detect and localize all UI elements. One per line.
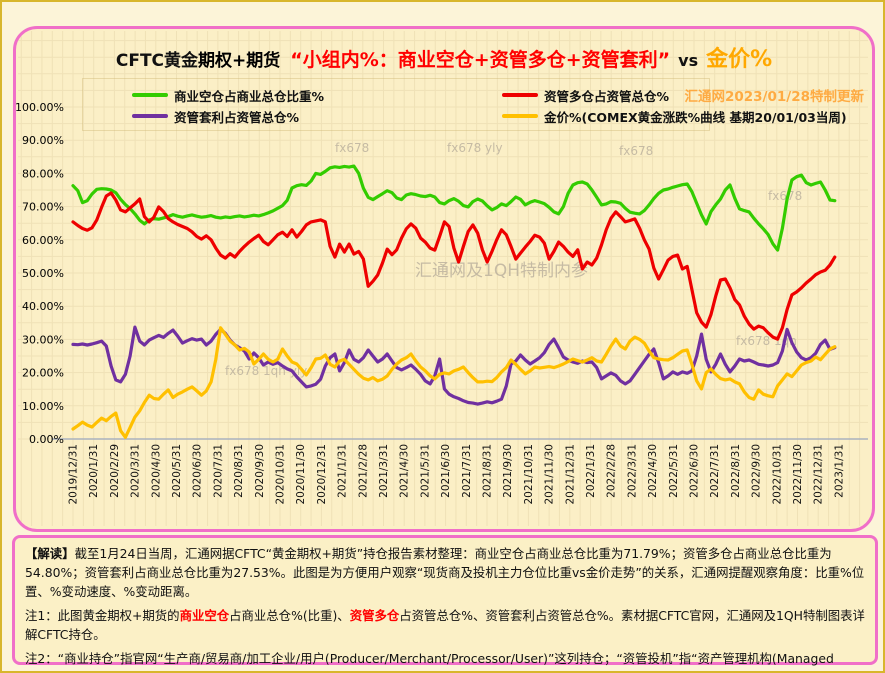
y-tick-label: 20.00%	[22, 367, 64, 380]
x-tick-label: 2022/8/31	[730, 444, 742, 498]
note-text-segment: 注1：此图黄金期权+期货的	[25, 608, 180, 623]
note-2: 注2：“商业持仓”指官网“生产商/贸易商/加工企业/用户(Producer/Me…	[25, 649, 865, 671]
note-text-segment: 截至1月24日当周，汇通网据CFTC“黄金期权+期货”持仓报告素材整理：商业空仓…	[25, 546, 865, 599]
x-tick-label: 2022/12/31	[813, 444, 825, 505]
x-tick-label: 2020/10/31	[275, 444, 287, 505]
legend-label: 金价%(COMEX黄金涨跌%曲线 基期20/01/03当周)	[544, 109, 847, 125]
legend-item-mm-long: 资管多仓占资管总仓%	[502, 87, 670, 104]
legend-swatch-purple	[132, 114, 168, 118]
y-tick-label: 90.00%	[22, 134, 64, 147]
x-tick-label: 2023/1/31	[833, 444, 845, 498]
gold-price-line	[71, 326, 837, 439]
x-tick-label: 2020/5/31	[171, 444, 183, 498]
x-tick-label: 2021/2/28	[357, 444, 369, 498]
note-1: 注1：此图黄金期权+期货的商业空仓占商业总仓%(比重)、资管多仓占资管总仓%、资…	[25, 606, 865, 644]
note-text-segment: 资管多仓	[349, 608, 400, 623]
x-tick-label: 2020/4/30	[150, 444, 162, 498]
title-quoted-red: “小组内%：商业空仓+资管多仓+资管套利”	[290, 49, 671, 71]
x-tick-label: 2020/12/31	[316, 444, 328, 505]
x-axis-labels: 2019/12/31 2020/1/31 2020/2/29 2020/3/31 202…	[68, 444, 846, 505]
x-tick-label: 2022/3/31	[626, 444, 638, 498]
x-tick-label: 2021/9/30	[502, 444, 514, 498]
x-tick-label: 2022/9/30	[751, 444, 763, 498]
plot-watermarks: fx678 fx678 yly fx678 fx678 汇通网及1QH特制内参 fx678…	[225, 141, 802, 378]
x-tick-label: 2020/2/29	[109, 444, 121, 498]
legend-label: 资管多仓占资管总仓%	[544, 88, 670, 104]
x-tick-label: 2020/7/31	[212, 444, 224, 498]
x-tick-label: 2022/6/30	[689, 444, 701, 498]
x-tick-label: 2019/12/31	[68, 444, 80, 505]
x-tick-label: 2021/1/31	[337, 444, 349, 498]
y-tick-label: 10.00%	[22, 400, 64, 413]
watermark-text: fx678 1qh	[736, 334, 797, 348]
x-tick-label: 2022/10/31	[771, 444, 783, 505]
y-tick-label: 50.00%	[22, 267, 64, 280]
x-tick-label: 2020/9/30	[254, 444, 266, 498]
note-text-segment: 占资管总仓%、资管套利占资管总仓%。素材据CFTC官网，汇通网及1QH特制图表详…	[25, 608, 865, 642]
x-tick-label: 2020/3/31	[130, 444, 142, 498]
note-text-segment: 商业空仓	[179, 608, 230, 623]
y-tick-label: 0.00%	[29, 433, 64, 446]
x-tick-label: 2021/3/31	[378, 444, 390, 498]
note-text-segment: 【解读】	[25, 546, 75, 561]
notes-panel: 【解读】截至1月24日当周，汇通网据CFTC“黄金期权+期货”持仓报告素材整理：…	[12, 535, 878, 671]
commercial-short-line	[71, 164, 837, 252]
legend-swatch-red	[502, 93, 538, 97]
watermark-text: 汇通网及1QH特制内参	[415, 261, 588, 281]
x-tick-label: 2021/7/31	[461, 444, 473, 498]
legend-swatch-green	[132, 93, 168, 97]
title-prefix-bold: 期权+期货	[198, 51, 281, 71]
y-axis-labels: 100.00% 90.00% 80.00% 70.00% 60.00% 50.00% 40.…	[16, 101, 64, 446]
y-tick-label: 100.00%	[16, 101, 64, 114]
legend-item-mm-spread: 资管套利占资管总仓%	[132, 108, 300, 125]
mm-spread-line	[71, 325, 837, 406]
plot-svg: 100.00% 90.00% 80.00% 70.00% 60.00% 50.00% 40.…	[16, 31, 868, 526]
watermark-text: fx678	[768, 189, 802, 203]
title-gold-price: 金价%	[706, 47, 773, 72]
x-tick-label: 2022/2/28	[606, 444, 618, 498]
note-jiedu: 【解读】截至1月24日当周，汇通网据CFTC“黄金期权+期货”持仓报告素材整理：…	[25, 544, 865, 601]
chart-title: CFTC黄金 期权+期货 “小组内%：商业空仓+资管多仓+资管套利” vs 金价…	[16, 41, 872, 73]
x-tick-label: 2021/10/31	[523, 444, 535, 505]
x-tick-label: 2021/4/30	[399, 444, 411, 498]
x-tick-label: 2021/12/31	[564, 444, 576, 505]
x-tick-label: 2022/4/30	[647, 444, 659, 498]
y-tick-label: 70.00%	[22, 201, 64, 214]
legend-item-commercial-short: 商业空仓占商业总仓比重%	[132, 87, 325, 104]
chart-frame: 100.00% 90.00% 80.00% 70.00% 60.00% 50.00% 40.…	[13, 26, 875, 532]
note-text-segment: 占商业总仓%(比重)、	[229, 608, 350, 623]
legend-label: 资管套利占资管总仓%	[174, 109, 300, 125]
update-watermark: 汇通网2023/01/28特制更新	[684, 89, 864, 105]
watermark-text: fx678	[335, 141, 369, 155]
y-tick-label: 80.00%	[22, 167, 64, 180]
y-tick-label: 40.00%	[22, 300, 64, 313]
x-tick-label: 2021/8/31	[482, 444, 494, 498]
y-tick-label: 30.00%	[22, 333, 64, 346]
title-vs: vs	[678, 51, 699, 70]
x-tick-label: 2022/5/31	[668, 444, 680, 498]
gridlines	[18, 31, 868, 526]
x-tick-label: 2020/1/31	[88, 444, 100, 498]
note-text-segment: 注2：“商业持仓”指官网“生产商/贸易商/加工企业/用户(Producer/Me…	[25, 651, 834, 671]
x-tick-label: 2020/8/31	[233, 444, 245, 498]
watermark-text: fx678	[619, 144, 653, 158]
x-tick-label: 2022/7/31	[709, 444, 721, 498]
x-tick-label: 2022/1/31	[585, 444, 597, 498]
legend-box-outline	[82, 78, 710, 131]
x-tick-label: 2020/11/30	[295, 444, 307, 505]
x-tick-label: 2021/11/30	[544, 444, 556, 505]
legend-item-gold-price: 金价%(COMEX黄金涨跌%曲线 基期20/01/03当周)	[502, 108, 847, 125]
watermark-text: fx678 yly	[447, 141, 503, 155]
x-tick-label: 2021/5/31	[419, 444, 431, 498]
legend-label: 商业空仓占商业总仓比重%	[174, 88, 325, 104]
mm-long-line	[71, 191, 837, 341]
title-prefix: CFTC黄金	[115, 51, 199, 71]
x-tick-label: 2021/6/30	[440, 444, 452, 498]
x-tick-label: 2022/11/30	[792, 444, 804, 505]
y-tick-label: 60.00%	[22, 234, 64, 247]
legend-swatch-gold	[502, 114, 538, 118]
x-tick-label: 2020/6/30	[192, 444, 204, 498]
